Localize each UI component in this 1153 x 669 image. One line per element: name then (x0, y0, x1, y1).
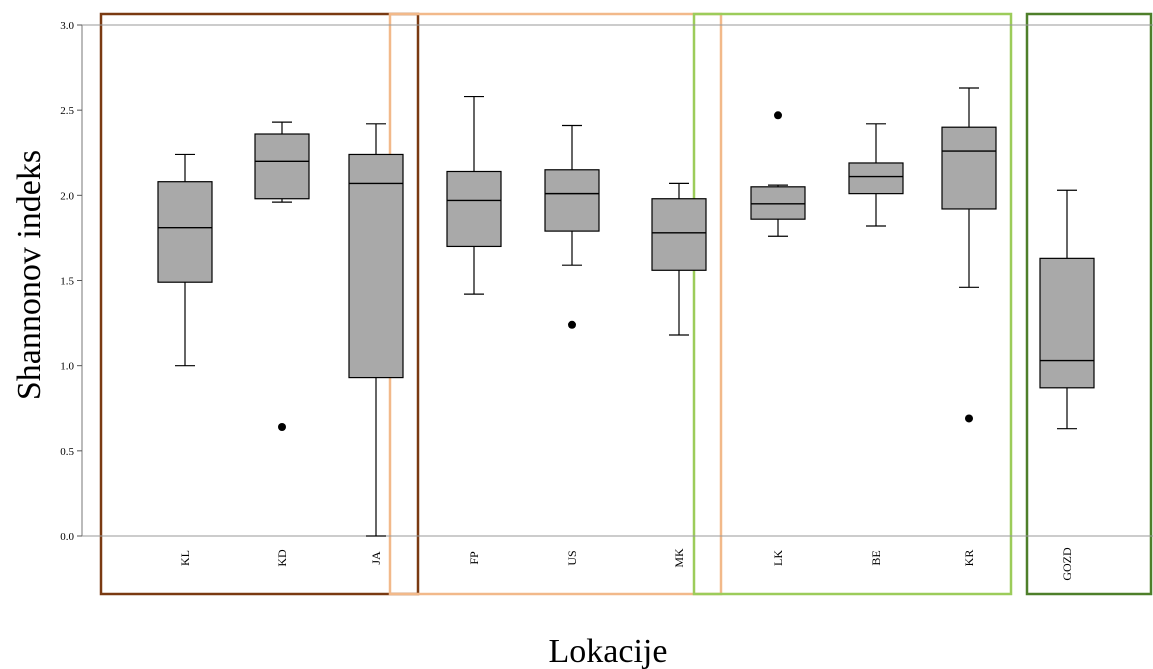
box-kl (157, 153, 213, 367)
box-gozd (1039, 189, 1095, 430)
box-iqr (544, 169, 600, 232)
box-lk (750, 111, 806, 237)
category-label: LK (771, 550, 785, 566)
category-label: BE (869, 550, 883, 565)
y-tick-label: 1.5 (60, 276, 74, 288)
box-iqr (446, 170, 502, 248)
outlier-point (965, 414, 973, 423)
box-be (848, 123, 904, 227)
box-kd (254, 121, 310, 431)
box-kr (941, 87, 997, 423)
group-frame (388, 12, 723, 596)
category-label: KL (178, 550, 192, 566)
category-label: GOZD (1060, 547, 1074, 581)
category-label: MK (672, 548, 686, 568)
box-iqr (348, 153, 404, 379)
y-tick-label: 0.5 (60, 446, 74, 458)
axes (81, 24, 1153, 537)
box-iqr (651, 198, 707, 271)
box-iqr (1039, 257, 1095, 389)
box-iqr (254, 133, 310, 200)
box-mk (651, 182, 707, 336)
y-tick-label: 1.0 (60, 361, 74, 373)
group-frame (692, 12, 1013, 596)
category-label: KR (962, 550, 976, 567)
category-label: KD (275, 549, 289, 567)
boxes (157, 87, 1095, 537)
box-us (544, 124, 600, 329)
outlier-point (774, 111, 782, 120)
y-tick-label: 0.0 (60, 531, 74, 543)
y-axis-title: Shannonov indeks (11, 150, 48, 400)
box-iqr (848, 162, 904, 195)
group-frame (1025, 12, 1153, 596)
outlier-point (278, 422, 286, 431)
box-ja (348, 123, 404, 537)
y-ticks: 0.0 0.5 1.0 1.5 2.0 2.5 3.0 (60, 20, 82, 543)
y-tick-label: 2.0 (60, 190, 74, 202)
category-labels: KL KD JA FP US MK LK BE KR GOZD (178, 547, 1074, 581)
category-label: FP (467, 551, 481, 565)
category-label: US (565, 550, 579, 565)
box-iqr (941, 126, 997, 210)
box-fp (446, 95, 502, 295)
category-label: JA (369, 551, 383, 565)
group-frames (99, 12, 1153, 596)
y-tick-label: 3.0 (60, 20, 74, 32)
box-iqr (157, 181, 213, 283)
outlier-point (568, 320, 576, 329)
box-iqr (750, 186, 806, 220)
group-frame (99, 12, 420, 596)
y-tick-label: 2.5 (60, 105, 74, 117)
x-axis-title: Lokacije (549, 633, 668, 669)
